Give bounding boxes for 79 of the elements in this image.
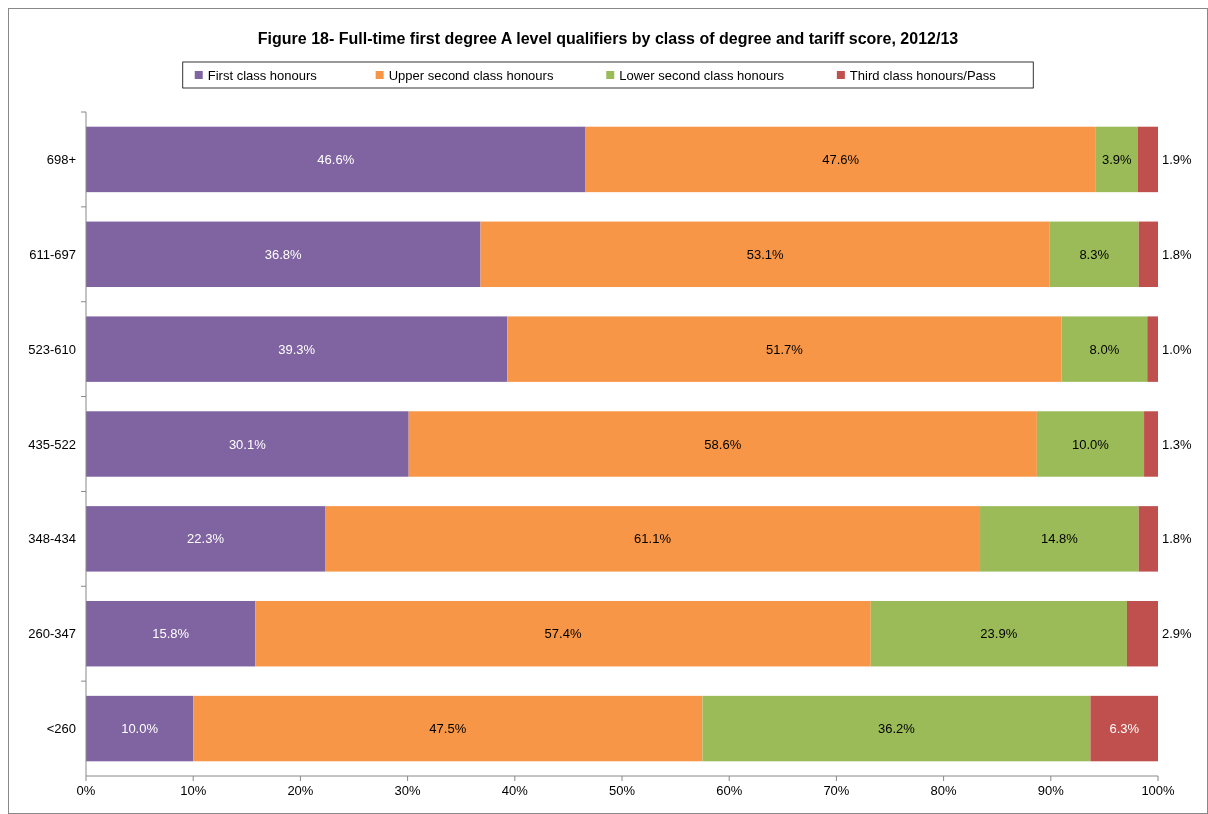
x-tick-label: 10% [180, 783, 207, 798]
bar [507, 316, 1062, 382]
x-tick-label: 20% [287, 783, 314, 798]
legend-label: Lower second class honours [619, 67, 785, 83]
data-label: 58.6% [704, 436, 742, 452]
y-tick-label: 260-347 [28, 626, 76, 642]
data-label: 57.4% [544, 626, 582, 642]
x-tick-label: 0% [76, 783, 96, 798]
bar [86, 126, 586, 193]
legend-label: Third class honours/Pass [849, 67, 997, 83]
bar [870, 600, 1127, 667]
legend-label: First class honours [207, 67, 318, 83]
bar [1147, 316, 1158, 382]
bar [1138, 221, 1158, 288]
x-tick-label: 40% [501, 783, 529, 798]
data-label: 6.3% [1109, 721, 1140, 737]
bar [408, 411, 1037, 477]
data-label: 8.0% [1089, 341, 1120, 357]
data-label: 22.3% [187, 531, 225, 547]
bar [1036, 411, 1145, 477]
bar [1061, 316, 1148, 382]
x-tick-label: 100% [1141, 783, 1176, 798]
data-label: 30.1% [228, 436, 267, 452]
data-label: 47.6% [822, 151, 860, 167]
legend-label: Upper second class honours [388, 67, 554, 83]
bar [1138, 506, 1158, 572]
y-tick-label: <260 [46, 721, 76, 737]
data-label: 2.9% [1162, 626, 1193, 642]
data-label: 10.0% [1072, 436, 1110, 452]
bar [480, 221, 1050, 288]
data-label: 15.8% [152, 626, 190, 642]
data-label: 1.9% [1162, 151, 1193, 167]
data-label: 8.3% [1079, 246, 1110, 262]
data-label: 53.1% [746, 246, 784, 262]
bar [86, 506, 326, 572]
y-tick-label: 348-434 [28, 531, 76, 547]
bar [1049, 221, 1139, 288]
x-tick-label: 90% [1037, 783, 1065, 798]
data-label: 14.8% [1040, 531, 1079, 547]
bar [86, 695, 194, 762]
bar [325, 506, 981, 572]
bar [86, 600, 256, 667]
data-label: 61.1% [634, 531, 672, 547]
bar [86, 411, 409, 477]
data-label: 51.7% [765, 341, 804, 357]
y-tick-label: 611-697 [29, 246, 76, 262]
bar [255, 600, 871, 667]
x-tick-label: 60% [716, 783, 743, 798]
data-label: 47.5% [429, 721, 467, 737]
chart-title: Figure 18- Full-time first degree A level qualifiers by class of degree and tariff score, 2012/13 [257, 30, 959, 47]
y-tick-label: 698+ [46, 151, 76, 167]
bar [585, 126, 1096, 193]
data-label: 36.2% [877, 721, 916, 737]
bar [1144, 411, 1158, 477]
data-label: 1.3% [1162, 436, 1193, 452]
data-label: 23.9% [980, 626, 1018, 642]
bar [86, 221, 481, 288]
x-tick-label: 70% [823, 783, 850, 798]
bar [1095, 126, 1138, 193]
x-tick-label: 80% [930, 783, 958, 798]
data-label: 1.8% [1162, 246, 1193, 262]
data-label: 1.0% [1162, 341, 1193, 357]
bar [86, 316, 508, 382]
y-tick-label: 523-610 [28, 341, 76, 357]
bar [980, 506, 1139, 572]
x-tick-label: 30% [394, 783, 422, 798]
bar [193, 695, 703, 762]
bar [1090, 695, 1158, 762]
bar [702, 695, 1091, 762]
data-label: 46.6% [317, 151, 355, 167]
data-label: 1.8% [1162, 531, 1193, 547]
bar [1126, 600, 1158, 667]
data-label: 10.0% [121, 721, 159, 737]
data-label: 36.8% [264, 246, 303, 262]
y-tick-label: 435-522 [28, 436, 76, 452]
x-tick-label: 50% [608, 783, 636, 798]
bar [1137, 126, 1158, 193]
data-label: 39.3% [278, 341, 316, 357]
data-label: 3.9% [1101, 151, 1132, 167]
